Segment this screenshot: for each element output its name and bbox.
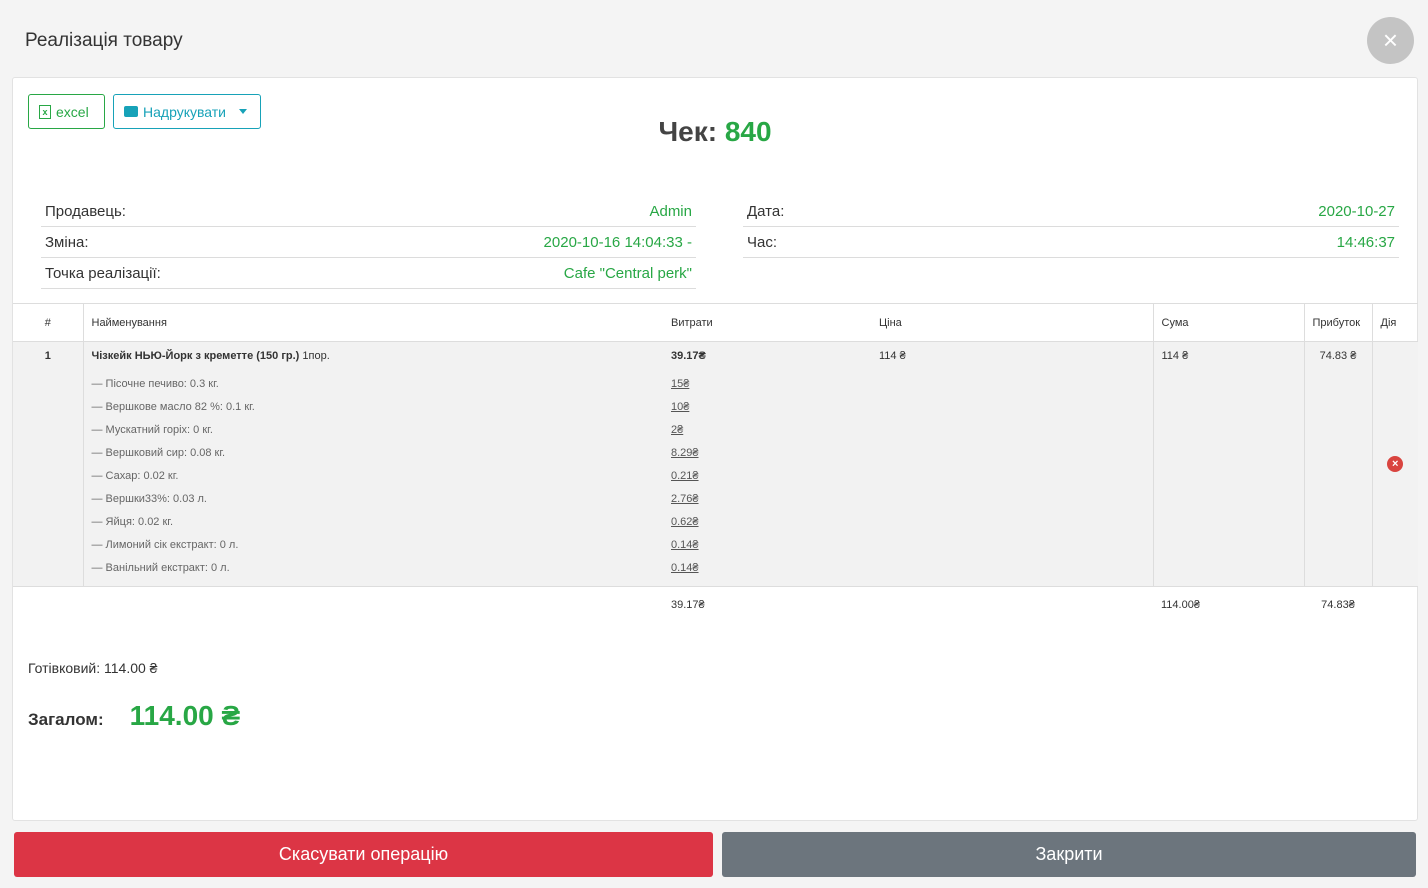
info-row-seller: Продавець: Admin [41, 196, 696, 227]
info-row-shift: Зміна: 2020-10-16 14:04:33 - [41, 227, 696, 258]
info-value: 14:46:37 [1336, 233, 1395, 251]
ingredient-name: — Вершки33%: 0.03 л. [91, 493, 207, 505]
info-label: Зміна: [45, 233, 89, 251]
col-header: Дія [1371, 303, 1418, 342]
print-label: Надрукувати [143, 103, 226, 120]
total-amount: 114.00 ₴ [129, 700, 241, 731]
check-value: 840 [724, 116, 772, 147]
total-cost: 39.17₴ [671, 599, 705, 611]
table-header: # Найменування Витрати Ціна Сума Прибуто… [13, 303, 1418, 342]
info-row-date: Дата: 2020-10-27 [743, 196, 1399, 227]
item-cost: 39.17₴ [671, 350, 706, 362]
item-qty: 1пор. [302, 350, 330, 362]
cost-cell: 39.17₴ 15₴ 10₴ 2₴ 8.29₴ 0.21₴ 2.76₴ 0.62₴ 0.14₴… [663, 341, 871, 587]
info-value: Cafe "Central perk" [563, 264, 692, 282]
ingredient-cost-link[interactable]: 8.29₴ [671, 447, 699, 459]
total-label: Загалом: [28, 710, 104, 729]
row-number: 1 [44, 350, 51, 362]
ingredient-cost-link[interactable]: 0.62₴ [671, 516, 699, 528]
info-row-time: Час: 14:46:37 [743, 227, 1399, 258]
check-number: Чек: 840 [13, 116, 1417, 148]
item-profit: 74.83 ₴ [1319, 350, 1357, 362]
col-header: Прибуток [1303, 303, 1372, 342]
total-profit: 74.83₴ [1321, 599, 1355, 611]
col-header: Витрати [663, 303, 871, 342]
info-left: Продавець: Admin Зміна: 2020-10-16 14:04:3… [41, 196, 696, 289]
col-header: # [13, 303, 83, 342]
ingredient-cost-link[interactable]: 10₴ [671, 401, 690, 413]
ingredient-cost-link[interactable]: 0.14₴ [671, 539, 699, 551]
ingredient-cost-link[interactable]: 0.14₴ [671, 562, 699, 574]
ingredient-cost-link[interactable]: 2.76₴ [671, 493, 699, 505]
ingredient-name: — Мускатний горіх: 0 кг. [91, 424, 213, 436]
ingredient-name: — Вершкове масло 82 %: 0.1 кг. [91, 401, 255, 413]
ingredient-cost-link[interactable]: 2₴ [671, 424, 684, 436]
print-dropdown-button[interactable]: Надрукувати [113, 94, 261, 129]
info-label: Дата: [747, 202, 785, 220]
delete-item-icon[interactable]: × [1387, 456, 1404, 472]
col-header: Ціна [871, 303, 1153, 342]
info-value: 2020-10-16 14:04:33 - [543, 233, 692, 251]
total-sum: 114.00₴ [1161, 599, 1200, 611]
modal-title: Реалізація товару [25, 30, 183, 51]
ingredient-name: — Лимоний сік екстракт: 0 л. [91, 539, 239, 551]
col-header: Сума [1152, 303, 1304, 342]
excel-label: excel [56, 103, 89, 120]
item-price: 114 ₴ [879, 350, 906, 362]
ingredient-cost-link[interactable]: 0.21₴ [671, 470, 699, 482]
info-value: Admin [649, 202, 692, 220]
ingredient-name: — Яйця: 0.02 кг. [91, 516, 174, 528]
ingredient-name: — Ванільний екстракт: 0 л. [91, 562, 230, 574]
caret-down-icon [238, 109, 247, 114]
close-button[interactable]: Закрити [722, 832, 1416, 877]
cash-payment: Готівковий: 114.00 ₴ [28, 660, 158, 676]
grand-total: Загалом: 114.00 ₴ [28, 700, 240, 732]
item-name-cell: Чізкейк НЬЮ-Йорк з креметте (150 гр.) 1п… [82, 341, 663, 587]
receipt-card: x excel Надрукувати Чек: 840 Продавець: A… [12, 77, 1418, 821]
table-row: 1 Чізкейк НЬЮ-Йорк з креметте (150 гр.) … [13, 341, 1418, 587]
ingredient-name: — Сахар: 0.02 кг. [91, 470, 179, 482]
excel-button[interactable]: x excel [28, 94, 105, 129]
close-icon[interactable]: × [1367, 17, 1414, 64]
info-label: Точка реалізації: [45, 264, 161, 282]
info-label: Продавець: [45, 202, 126, 220]
ingredient-name: — Пісочне печиво: 0.3 кг. [91, 378, 219, 390]
info-value: 2020-10-27 [1318, 202, 1395, 220]
info-label: Час: [747, 233, 778, 251]
totals-row: 39.17₴ 114.00₴ 74.83₴ [13, 587, 1418, 611]
items-table: # Найменування Витрати Ціна Сума Прибуто… [13, 303, 1418, 611]
item-sum: 114 ₴ [1161, 350, 1189, 362]
info-right: Дата: 2020-10-27 Час: 14:46:37 [743, 196, 1399, 258]
ingredient-name: — Вершковий сир: 0.08 кг. [91, 447, 226, 459]
check-label: Чек: [658, 116, 718, 147]
col-header: Найменування [82, 303, 663, 342]
cancel-operation-button[interactable]: Скасувати операцію [14, 832, 713, 877]
info-row-point: Точка реалізації: Cafe "Central perk" [41, 258, 696, 289]
item-name: Чізкейк НЬЮ-Йорк з креметте (150 гр.) [91, 350, 300, 362]
printer-icon [124, 106, 138, 117]
excel-file-icon: x [39, 104, 51, 119]
ingredient-cost-link[interactable]: 15₴ [671, 378, 690, 390]
